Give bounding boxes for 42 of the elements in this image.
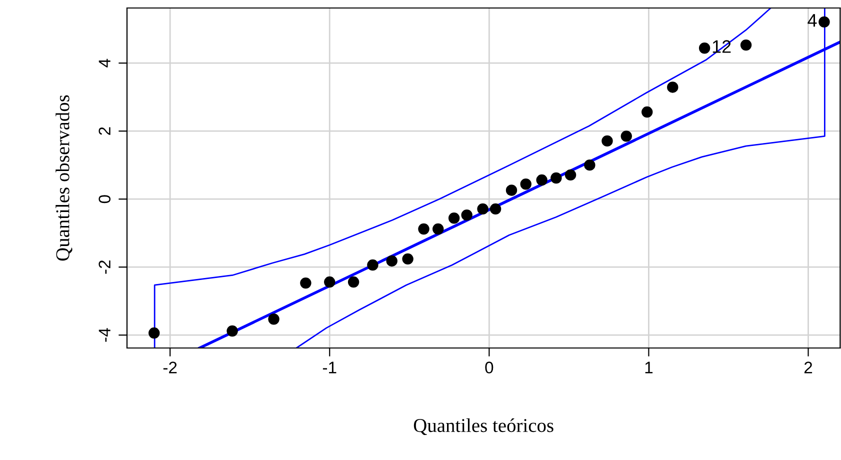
y-tick-label: 4	[98, 58, 110, 68]
x-axis-title: Quantiles teóricos	[414, 418, 554, 436]
point	[740, 39, 752, 51]
point	[520, 178, 532, 190]
y-tick-label: -4	[98, 328, 110, 342]
point	[818, 16, 830, 28]
point	[348, 276, 360, 288]
x-tick-label: -2	[163, 362, 177, 374]
point	[564, 169, 576, 181]
point	[386, 255, 398, 267]
point	[667, 82, 678, 93]
point	[367, 259, 378, 271]
point	[620, 130, 632, 142]
point	[226, 325, 238, 337]
y-tick-label: -2	[98, 260, 110, 274]
x-tick-label: 1	[645, 362, 653, 374]
x-tick-label: 0	[485, 362, 494, 374]
point	[506, 184, 518, 196]
y-tick-label: 0	[98, 195, 111, 204]
point	[584, 159, 596, 171]
point	[418, 223, 430, 235]
point	[300, 277, 312, 289]
point	[432, 223, 444, 235]
point	[461, 209, 472, 221]
point	[148, 327, 160, 339]
y-axis-title: Quantiles observados	[56, 95, 72, 261]
y-tick-label: 2	[98, 127, 110, 135]
annotation: 4	[808, 14, 817, 27]
point	[268, 313, 280, 325]
point	[698, 42, 710, 54]
point	[477, 203, 488, 215]
line-series	[154, 8, 772, 348]
point	[602, 135, 613, 147]
point	[402, 253, 414, 265]
x-tick-label: 2	[804, 362, 812, 374]
x-tick-label: -1	[322, 362, 336, 374]
point	[550, 172, 562, 184]
point	[642, 106, 653, 118]
point	[324, 276, 336, 288]
point	[536, 174, 548, 186]
point	[490, 203, 502, 215]
point	[448, 212, 460, 224]
